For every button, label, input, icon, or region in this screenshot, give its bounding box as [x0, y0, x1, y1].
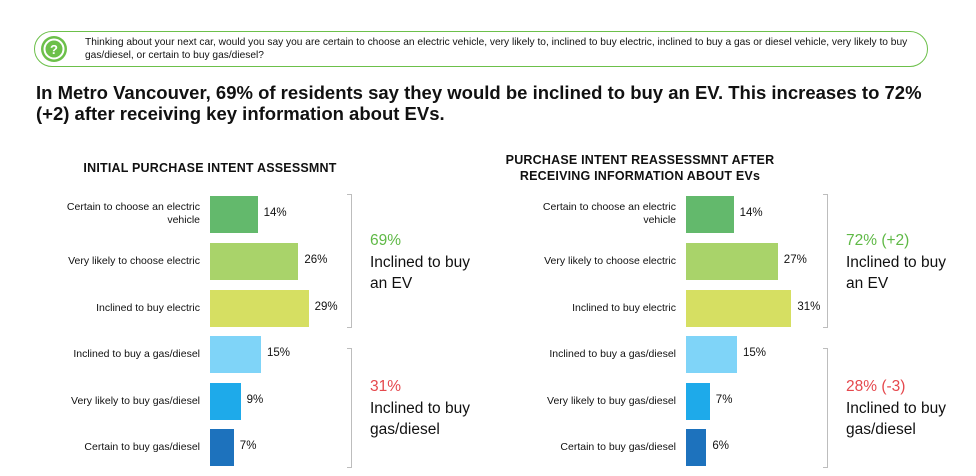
- category-label: Very likely to buy gas/diesel: [71, 394, 200, 407]
- headline: In Metro Vancouver, 69% of residents say…: [36, 82, 922, 124]
- value-label: 27%: [783, 254, 807, 266]
- gas-share-label: Inclined to buy gas/diesel: [370, 400, 470, 438]
- bar: [210, 335, 261, 373]
- ev-share-label: Inclined to buy an EV: [846, 254, 946, 292]
- category-label: Inclined to buy a gas/diesel: [73, 347, 200, 360]
- ev-share-value: 72% (+2): [846, 232, 910, 249]
- category-label: Very likely to choose electric: [544, 254, 676, 267]
- bar: [210, 382, 241, 420]
- category-label: Inclined to buy electric: [572, 301, 676, 314]
- value-label: 29%: [314, 301, 338, 313]
- value-label: 14%: [263, 207, 287, 219]
- bar: [210, 289, 309, 327]
- ev-share-label: Inclined to buy an EV: [370, 254, 470, 292]
- bracket-gas: [347, 348, 352, 468]
- value-label: 9%: [246, 394, 264, 406]
- bar: [210, 428, 234, 466]
- chart-title: INITIAL PURCHASE INTENT ASSESSMNT: [83, 161, 337, 175]
- bracket-ev: [347, 194, 352, 328]
- value-label: 14%: [739, 207, 763, 219]
- gas-share-label: Inclined to buy gas/diesel: [846, 400, 946, 438]
- value-label: 26%: [304, 254, 328, 266]
- bar: [686, 428, 707, 466]
- value-label: 7%: [715, 394, 733, 406]
- chart-title: PURCHASE INTENT REASSESSMNT AFTER RECEIV…: [505, 153, 775, 183]
- category-label: Certain to buy gas/diesel: [560, 440, 676, 453]
- bracket-ev: [823, 194, 828, 328]
- bar: [686, 335, 737, 373]
- svg-text:?: ?: [50, 42, 58, 57]
- gas-share-value: 31%: [370, 378, 402, 395]
- ev-share-value: 69%: [370, 232, 402, 249]
- value-label: 31%: [797, 301, 821, 313]
- category-label: Certain to buy gas/diesel: [84, 440, 200, 453]
- gas-share-value: 28% (-3): [846, 378, 906, 395]
- category-label: Very likely to buy gas/diesel: [547, 394, 676, 407]
- value-label: 6%: [712, 440, 730, 452]
- value-label: 15%: [743, 347, 767, 359]
- category-label: Certain to choose an electric vehicle: [66, 201, 200, 226]
- bar: [686, 382, 710, 420]
- category-label: Very likely to choose electric: [68, 254, 200, 267]
- bracket-gas: [823, 348, 828, 468]
- value-label: 15%: [267, 347, 291, 359]
- question-text: Thinking about your next car, would you …: [85, 37, 908, 61]
- bar: [210, 242, 299, 280]
- value-label: 7%: [239, 440, 257, 452]
- bar: [210, 195, 258, 233]
- question-mark-icon: ?: [41, 36, 67, 62]
- bar: [686, 195, 734, 233]
- bar: [686, 242, 778, 280]
- category-label: Inclined to buy electric: [96, 301, 200, 314]
- category-label: Inclined to buy a gas/diesel: [549, 347, 676, 360]
- category-label: Certain to choose an electric vehicle: [542, 201, 676, 226]
- question-box: ? Thinking about your next car, would yo…: [34, 31, 928, 67]
- bar: [686, 289, 792, 327]
